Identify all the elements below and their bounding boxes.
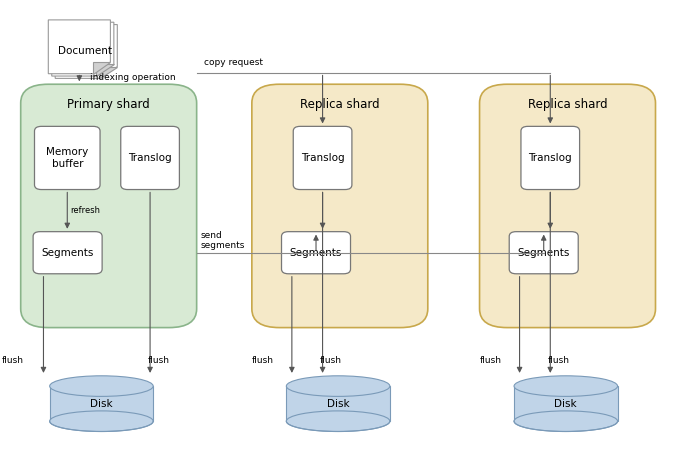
Polygon shape bbox=[97, 64, 114, 76]
Text: Replica shard: Replica shard bbox=[528, 98, 607, 111]
Polygon shape bbox=[100, 66, 117, 78]
Text: Translog: Translog bbox=[301, 153, 344, 163]
FancyBboxPatch shape bbox=[480, 84, 656, 328]
Ellipse shape bbox=[514, 411, 618, 431]
Text: Document: Document bbox=[58, 46, 112, 57]
Polygon shape bbox=[286, 386, 390, 421]
Polygon shape bbox=[52, 22, 114, 76]
Text: Segments: Segments bbox=[290, 248, 342, 258]
Text: flush: flush bbox=[148, 356, 169, 365]
Text: Disk: Disk bbox=[90, 399, 112, 409]
Text: flush: flush bbox=[252, 356, 274, 365]
FancyBboxPatch shape bbox=[121, 126, 179, 190]
Polygon shape bbox=[48, 20, 110, 73]
Text: Disk: Disk bbox=[327, 399, 349, 409]
Ellipse shape bbox=[50, 376, 153, 396]
Text: Segments: Segments bbox=[518, 248, 570, 258]
Text: flush: flush bbox=[320, 356, 342, 365]
Text: send
segments: send segments bbox=[200, 231, 244, 250]
Text: flush: flush bbox=[548, 356, 569, 365]
Polygon shape bbox=[514, 386, 618, 421]
Text: Segments: Segments bbox=[41, 248, 94, 258]
Ellipse shape bbox=[286, 411, 390, 431]
Text: indexing operation: indexing operation bbox=[90, 73, 175, 82]
FancyBboxPatch shape bbox=[33, 232, 102, 274]
Polygon shape bbox=[55, 24, 117, 78]
FancyBboxPatch shape bbox=[252, 84, 428, 328]
Polygon shape bbox=[93, 62, 110, 73]
Text: Translog: Translog bbox=[128, 153, 172, 163]
Text: flush: flush bbox=[480, 356, 502, 365]
Polygon shape bbox=[50, 386, 153, 421]
FancyBboxPatch shape bbox=[521, 126, 580, 190]
Ellipse shape bbox=[50, 411, 153, 431]
Text: Disk: Disk bbox=[555, 399, 577, 409]
Text: Replica shard: Replica shard bbox=[300, 98, 380, 111]
Ellipse shape bbox=[286, 376, 390, 396]
FancyBboxPatch shape bbox=[34, 126, 100, 190]
Text: copy request: copy request bbox=[204, 58, 263, 67]
FancyBboxPatch shape bbox=[282, 232, 351, 274]
FancyBboxPatch shape bbox=[293, 126, 352, 190]
Text: refresh: refresh bbox=[70, 206, 100, 215]
FancyBboxPatch shape bbox=[21, 84, 197, 328]
Text: Primary shard: Primary shard bbox=[68, 98, 150, 111]
Text: Translog: Translog bbox=[529, 153, 572, 163]
FancyBboxPatch shape bbox=[509, 232, 578, 274]
Text: flush: flush bbox=[1, 356, 23, 365]
Text: Memory
buffer: Memory buffer bbox=[46, 147, 88, 169]
Ellipse shape bbox=[514, 376, 618, 396]
